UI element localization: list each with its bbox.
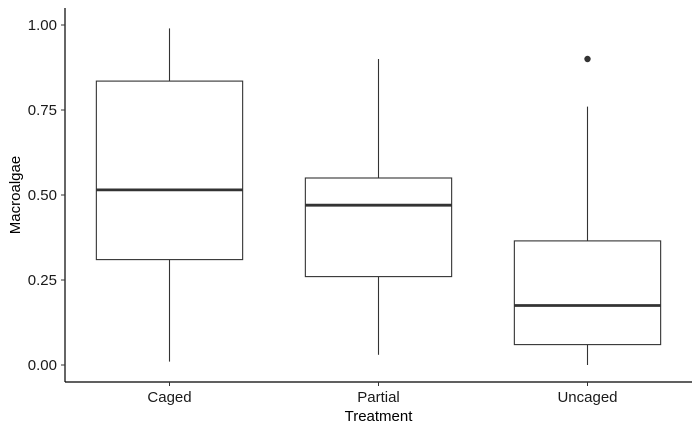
x-tick-label: Partial (357, 389, 400, 406)
box-partial (304, 59, 453, 355)
box-caged (95, 28, 244, 362)
x-axis-title: Treatment (345, 408, 414, 425)
plot-area (95, 28, 662, 365)
y-tick-label: 1.00 (28, 17, 57, 34)
y-axis-ticks: 0.00 0.25 0.50 0.75 1.00 (28, 17, 65, 374)
y-tick-label: 0.50 (28, 187, 57, 204)
iqr-box (95, 80, 244, 261)
iqr-box (304, 177, 453, 278)
y-tick-label: 0.00 (28, 357, 57, 374)
x-tick-label: Caged (147, 389, 191, 406)
box-uncaged (513, 55, 662, 365)
outlier-point (584, 55, 591, 63)
iqr-box (513, 240, 662, 346)
y-tick-label: 0.75 (28, 102, 57, 119)
x-tick-label: Uncaged (557, 389, 617, 406)
x-axis-ticks: Caged Partial Uncaged (147, 382, 618, 406)
y-axis-title: Macroalgae (7, 156, 24, 234)
y-tick-label: 0.25 (28, 272, 57, 289)
